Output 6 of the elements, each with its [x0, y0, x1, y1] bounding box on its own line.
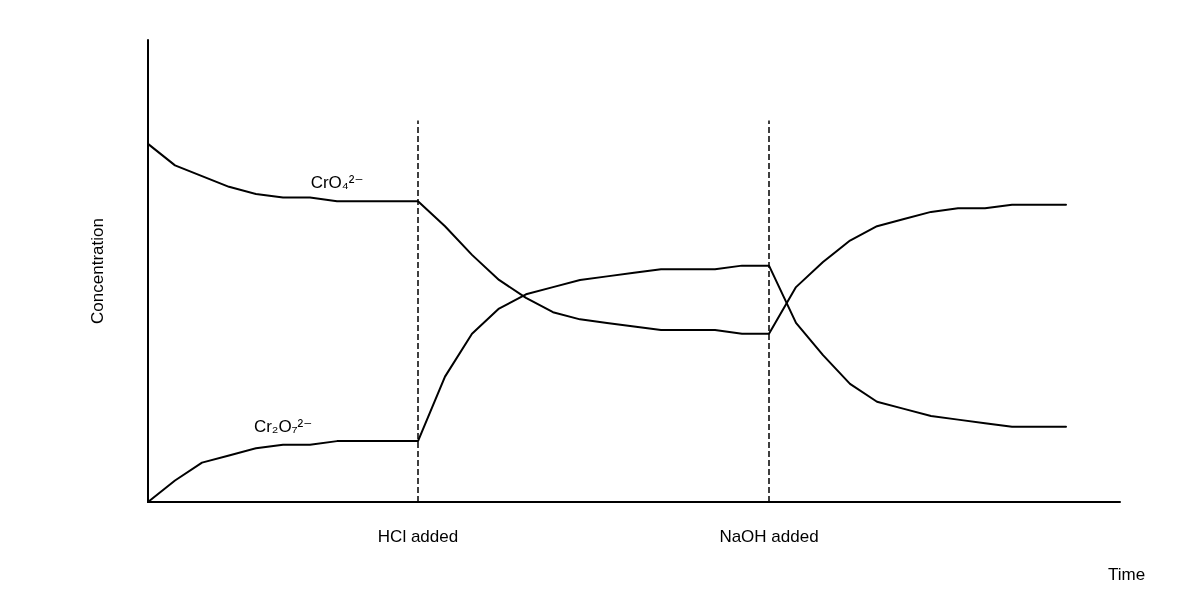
x-tick-label: HCl added — [377, 527, 459, 546]
x-tick-label: NaOH added — [719, 527, 819, 546]
series-label: Cr₂O₇²⁻ — [253, 416, 313, 436]
y-axis-title: Concentration — [88, 218, 107, 324]
x-axis-title: Time — [1108, 565, 1146, 584]
series-label: CrO₄²⁻ — [310, 173, 364, 193]
